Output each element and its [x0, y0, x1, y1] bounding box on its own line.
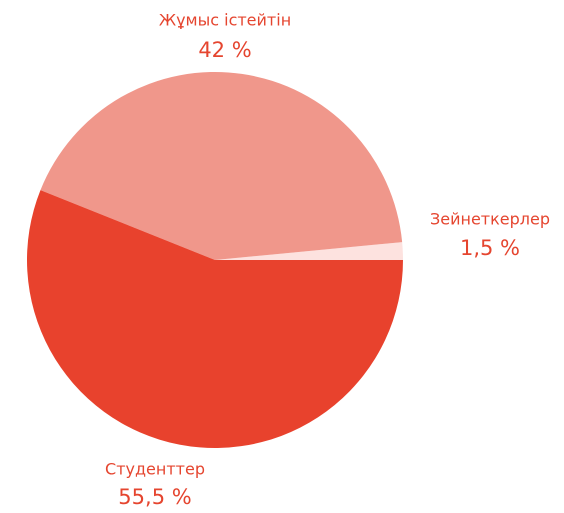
- value-label: 1,5 %: [460, 236, 520, 260]
- pie-slice: [215, 242, 403, 260]
- value-label: 42 %: [198, 38, 251, 62]
- pie-slice: [27, 190, 403, 449]
- value-label: 55,5 %: [118, 485, 191, 509]
- slice-label: Жұмыс істейтін: [159, 11, 291, 30]
- slice-label: Студенттер: [105, 460, 205, 479]
- slice-label: Зейнеткерлер: [430, 210, 550, 229]
- pie-slice: [40, 71, 403, 260]
